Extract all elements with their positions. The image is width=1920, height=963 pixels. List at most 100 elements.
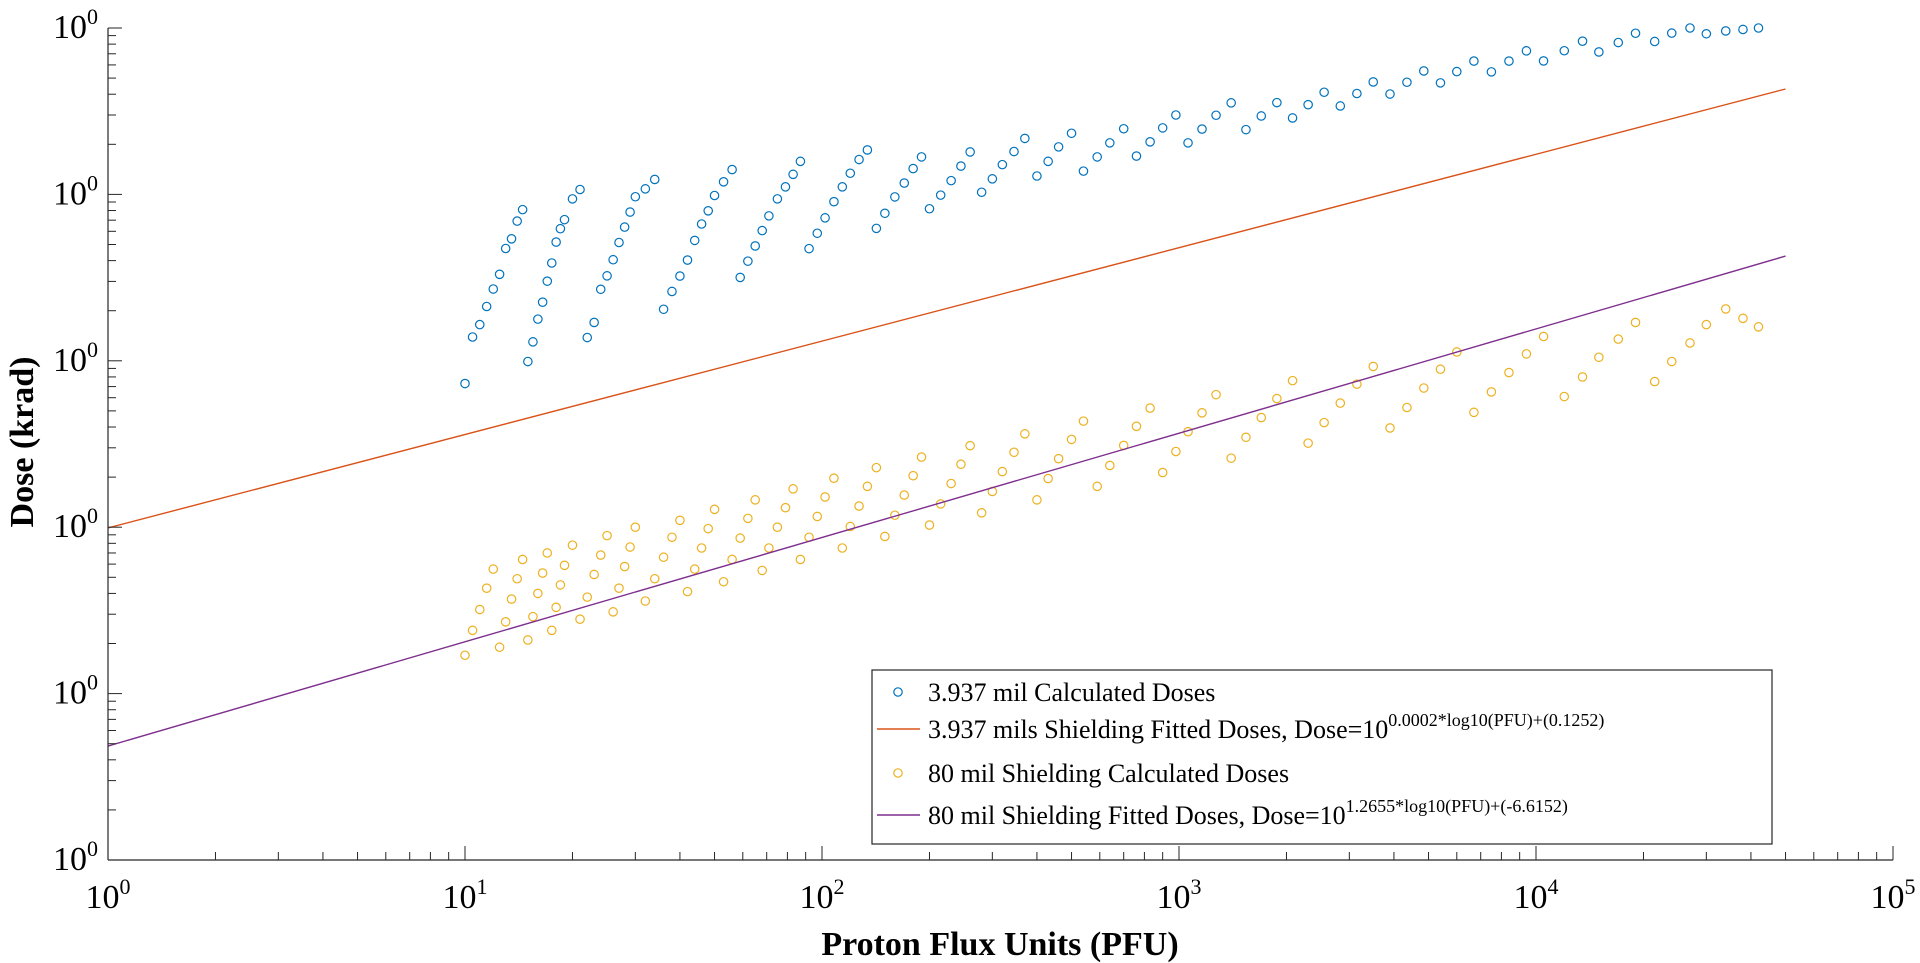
point-s2-58 (862, 481, 873, 492)
point-s2-115 (1649, 376, 1660, 387)
point-s2-81 (1105, 460, 1115, 471)
point-s2-22 (589, 569, 599, 580)
point-s0-6 (500, 243, 511, 254)
x-tick-label-4: 104 (1514, 874, 1559, 916)
point-s0-34 (675, 271, 685, 281)
point-s0-53 (820, 213, 830, 223)
point-s2-36 (689, 564, 700, 574)
point-s0-5 (494, 269, 505, 280)
x-tick-label-exp: 1 (477, 874, 488, 899)
point-s0-38 (703, 205, 714, 216)
point-s0-72 (997, 159, 1008, 170)
point-s0-80 (1092, 152, 1102, 162)
x-tick-label-exp: 4 (1548, 874, 1559, 899)
point-s0-87 (1183, 138, 1193, 148)
x-tick-label-exp: 2 (834, 874, 845, 899)
point-s2-111 (1577, 372, 1588, 382)
fit-line-3 (107, 255, 1786, 747)
point-s0-74 (1020, 133, 1030, 144)
point-s0-17 (555, 223, 566, 234)
x-tick-label-base: 10 (443, 879, 477, 916)
point-s2-42 (735, 533, 745, 543)
y-tick-label-exp: 0 (87, 4, 98, 29)
point-s0-66 (935, 190, 946, 200)
y-tick-label-base: 10 (53, 175, 87, 212)
point-s2-29 (630, 522, 641, 532)
point-s0-27 (619, 222, 630, 232)
x-tick-label-0: 100 (86, 874, 131, 916)
point-s2-44 (750, 495, 761, 505)
x-tick-label-2: 102 (800, 874, 845, 916)
point-s2-21 (582, 592, 593, 602)
point-s2-80 (1092, 481, 1102, 492)
point-s0-85 (1157, 123, 1168, 133)
point-s0-54 (829, 196, 839, 207)
point-s0-120 (1738, 24, 1748, 35)
point-s2-26 (614, 583, 624, 593)
point-s2-37 (696, 543, 707, 553)
point-s2-32 (658, 552, 669, 563)
point-s0-49 (788, 169, 798, 180)
point-s0-30 (640, 184, 651, 194)
point-s0-58 (862, 145, 873, 155)
legend-label-0: 3.937 mil Calculated Doses (928, 678, 1215, 707)
point-s2-103 (1435, 364, 1446, 375)
point-s0-65 (924, 203, 935, 214)
y-tick-label-base: 10 (53, 508, 87, 545)
point-s0-1 (467, 332, 478, 342)
point-s2-75 (1032, 495, 1042, 505)
point-s0-40 (718, 177, 729, 187)
point-s0-115 (1649, 36, 1660, 47)
point-s0-98 (1352, 88, 1362, 99)
point-s2-48 (780, 502, 791, 513)
legend-label-exponent: 0.0002*log10(PFU)+(0.1252) (1388, 710, 1604, 731)
point-s2-64 (916, 452, 927, 462)
x-tick-label-exp: 5 (1905, 874, 1916, 899)
point-s2-27 (619, 561, 630, 572)
point-s0-86 (1171, 110, 1181, 120)
point-s0-93 (1272, 97, 1282, 108)
point-s0-50 (795, 156, 806, 167)
point-s2-83 (1131, 421, 1142, 432)
point-s2-50 (795, 554, 806, 565)
point-s0-109 (1538, 56, 1549, 66)
point-s2-17 (555, 580, 566, 590)
axes (107, 27, 1894, 861)
point-s0-23 (595, 284, 606, 295)
point-s0-39 (709, 190, 720, 201)
point-s0-102 (1419, 66, 1429, 76)
point-s0-110 (1559, 45, 1570, 56)
point-s0-18 (559, 214, 570, 225)
point-s0-107 (1504, 56, 1514, 66)
point-s2-96 (1319, 417, 1329, 428)
point-s2-79 (1078, 416, 1089, 426)
point-s0-9 (517, 204, 528, 215)
y-tick-label-base: 10 (53, 342, 87, 379)
point-s2-33 (667, 532, 677, 543)
point-s2-31 (649, 573, 660, 584)
point-s2-35 (682, 586, 693, 597)
point-s0-106 (1486, 67, 1497, 77)
y-tick-label-3: 100 (53, 337, 98, 379)
point-s0-103 (1435, 78, 1446, 88)
point-s0-73 (1009, 146, 1019, 157)
x-tick-label-base: 10 (1157, 879, 1191, 916)
point-s2-112 (1594, 352, 1604, 363)
point-s2-47 (772, 522, 783, 532)
point-s0-96 (1319, 87, 1329, 98)
point-s2-18 (559, 560, 570, 571)
point-s2-60 (880, 531, 890, 542)
point-s0-15 (546, 258, 557, 268)
point-s0-81 (1105, 138, 1115, 148)
point-s2-30 (640, 596, 651, 606)
point-s2-86 (1171, 446, 1181, 457)
point-s2-68 (956, 459, 966, 470)
point-s0-7 (506, 233, 517, 244)
point-s2-94 (1287, 375, 1298, 386)
point-s2-95 (1303, 438, 1313, 448)
point-s2-76 (1043, 473, 1053, 484)
point-s0-52 (812, 228, 823, 239)
point-s2-119 (1720, 304, 1731, 314)
point-s0-76 (1043, 156, 1053, 167)
point-s2-65 (924, 520, 935, 530)
